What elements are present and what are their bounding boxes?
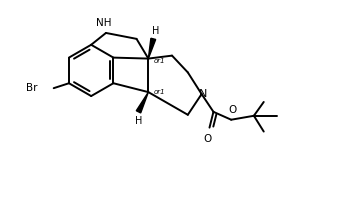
Text: O: O: [228, 105, 236, 115]
Polygon shape: [136, 92, 148, 113]
Polygon shape: [148, 38, 156, 59]
Text: or1: or1: [153, 58, 165, 64]
Text: O: O: [203, 134, 212, 144]
Text: NH: NH: [96, 18, 112, 28]
Text: H: H: [152, 26, 159, 36]
Text: or1: or1: [153, 89, 165, 95]
Text: Br: Br: [26, 83, 38, 93]
Text: H: H: [135, 116, 142, 126]
Text: N: N: [198, 89, 207, 99]
